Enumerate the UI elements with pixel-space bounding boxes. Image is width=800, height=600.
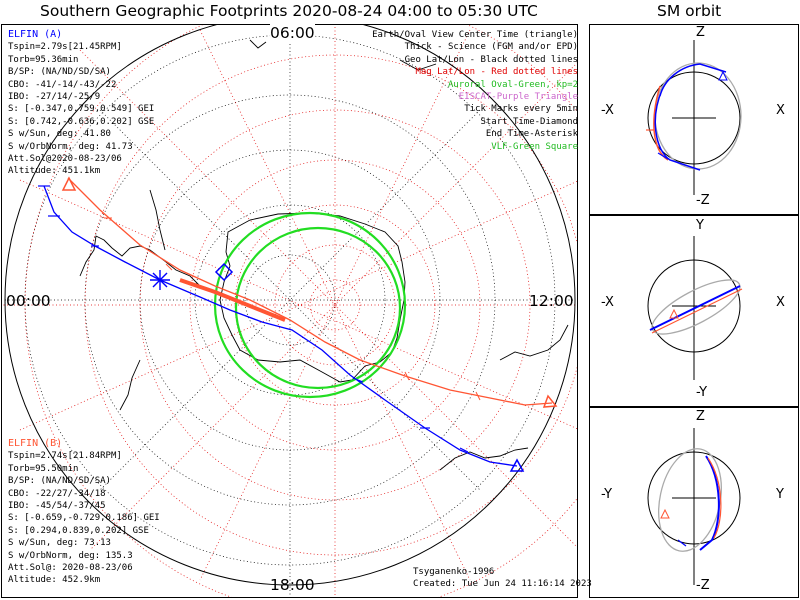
legend-item: End Time-Asterisk — [485, 129, 578, 140]
legend-item: Mag Lat/Lon - Red dotted lines — [415, 67, 578, 78]
orbit-2-top-label: Y — [696, 218, 704, 233]
elfin-a-line: Altitude: 451.1km — [8, 166, 101, 177]
mlt-label-top: 06:00 — [270, 24, 315, 42]
elfin-a-line: S w/Sun, deg: 41.80 — [8, 129, 111, 140]
legend-item: Thick - Science (FGM and/or EPD) — [404, 42, 578, 53]
orbit-1-bottom-label: -Z — [696, 193, 710, 208]
legend-item: Auroral Oval-Green, kp=2 — [447, 79, 578, 90]
start-diamond — [214, 262, 234, 282]
created-label: Created: Tue Jun 24 11:16:14 2023 — [413, 579, 592, 589]
elfin-a-line: IBO: -27/14/-25/9 — [8, 92, 101, 103]
orbit-3-top-label: Z — [696, 409, 705, 424]
orbit-3-left-label: -Y — [601, 487, 613, 502]
elfin-b-line: Torb=95.50min — [8, 463, 79, 474]
mlt-label-left: 00:00 — [6, 292, 51, 310]
elfin-b-start-triangle — [61, 176, 77, 191]
model-label: Tsyganenko-1996 — [413, 567, 495, 577]
legend: Earth/Oval View Center Time (triangle) T… — [372, 29, 578, 153]
elfin-b-track — [67, 177, 553, 406]
legend-item: Geo Lat/Lon - Black dotted lines — [404, 54, 578, 65]
antarctica-coast — [219, 212, 406, 383]
elfin-b-line: CBO: -22/27/-34/18 — [8, 488, 106, 499]
orbit-2-right-label: X — [776, 295, 785, 310]
legend-item: EISCAT-Purple Triangle — [458, 92, 578, 103]
elfin-b-ticks — [104, 217, 481, 401]
orbit-3-right-label: Y — [776, 487, 784, 502]
orbit-title: SM orbit — [657, 2, 722, 20]
nz-coast — [119, 359, 141, 411]
end-asterisk — [150, 270, 170, 290]
orbit-1-right-label: X — [776, 103, 785, 118]
elfin-a-track — [43, 185, 518, 467]
elfin-a-triangle — [509, 458, 525, 472]
elfin-b-science — [179, 278, 286, 322]
elfin-a-line: S: [0.742,-0.636,0.202] GSE — [8, 116, 155, 127]
legend-item: Start Time-Diamond — [480, 116, 578, 127]
legend-item: Tick Marks every 5min — [464, 104, 578, 115]
elfin-a-ticks — [38, 185, 469, 453]
mlt-label-bottom: 18:00 — [270, 576, 315, 594]
elfin-a-line: CBO: -41/-14/-43/-22 — [8, 79, 117, 90]
orbit-2-left-label: -X — [601, 295, 614, 310]
coast-fragment — [149, 39, 437, 251]
auroral-oval — [213, 211, 407, 399]
elfin-b-line: Altitude: 452.9km — [8, 575, 101, 586]
elfin-a-name: ELFIN (A) — [8, 29, 63, 40]
legend-item: Earth/Oval View Center Time (triangle) — [372, 30, 578, 40]
elfin-b-line: Att.Sol@: 2020-08-23/06 — [8, 563, 133, 574]
australia-coast — [499, 324, 569, 361]
orbit-1-top-label: Z — [696, 25, 705, 40]
elfin-a-line: S w/OrbNorm, deg: 41.73 — [8, 141, 133, 152]
orbit-1-left-label: -X — [601, 103, 614, 118]
elfin-b-line: S w/Sun, deg: 73.13 — [8, 538, 111, 549]
elfin-b-line: S: [0.294,0.839,0.202] GSE — [8, 525, 149, 536]
elfin-b-info: ELFIN (B) Tspin=2.74s[21.84RPM] Torb=95.… — [8, 438, 160, 587]
orbit-panel-3 — [589, 407, 799, 598]
orbit-3-bottom-label: -Z — [696, 578, 710, 593]
elfin-a-line: Torb=95.36min — [8, 54, 79, 65]
orbit-plot-3 — [647, 428, 741, 585]
africa-coast — [439, 447, 529, 471]
page-title: Southern Geographic Footprints 2020-08-2… — [40, 2, 538, 20]
elfin-a-line: Att.Sol@2020-08-23/06 — [8, 154, 122, 165]
south-america-coast — [79, 235, 201, 287]
elfin-a-line: S: [-0.347,0.759,0.549] GEI — [8, 104, 155, 115]
mlt-label-right: 12:00 — [529, 292, 574, 310]
elfin-b-line: Tspin=2.74s[21.84RPM] — [8, 451, 122, 462]
elfin-a-line: B/SP: (NA/ND/SD/SA) — [8, 67, 111, 78]
orbit-panel-2 — [589, 215, 799, 407]
elfin-b-line: IBO: -45/54/-37/45 — [8, 501, 106, 512]
orbit-panel-1 — [589, 24, 799, 215]
elfin-b-end-triangle — [542, 394, 558, 408]
legend-item: VLF-Green Square — [491, 141, 578, 152]
elfin-a-line: Tspin=2.79s[21.45RPM] — [8, 42, 122, 53]
elfin-b-line: B/SP: (NA/ND/SD/SA) — [8, 476, 111, 487]
orbit-plot-2 — [647, 236, 743, 380]
elfin-b-line: S w/OrbNorm, deg: 135.3 — [8, 550, 133, 561]
elfin-a-info: ELFIN (A) Tspin=2.79s[21.45RPM] Torb=95.… — [8, 29, 154, 178]
elfin-b-line: S: [-0.659,-0.729,0.186] GEI — [8, 513, 160, 524]
horizon-circle — [4, 25, 576, 586]
orbit-plot-1 — [646, 40, 742, 195]
elfin-b-name: ELFIN (B) — [8, 438, 63, 449]
orbit-2-bottom-label: -Y — [696, 385, 708, 400]
